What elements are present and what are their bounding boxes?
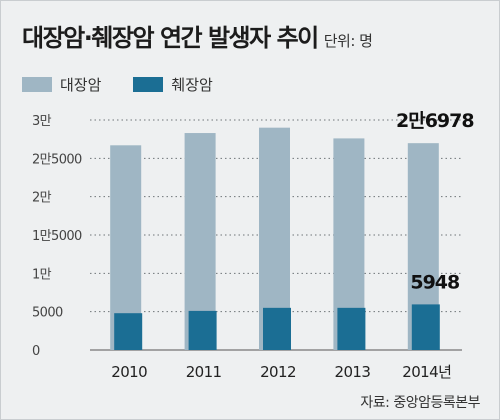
y-tick-label: 1만5000: [32, 229, 82, 244]
bar-pancreatic: [188, 310, 217, 350]
legend-swatch-colorectal: [22, 77, 52, 92]
y-tick-label: 0: [32, 344, 40, 359]
legend-label-pancreatic: 췌장암: [171, 76, 213, 94]
x-tick-label: 2013: [335, 363, 371, 381]
legend-swatch-pancreatic: [133, 77, 164, 92]
legend-item-colorectal: 대장암: [22, 74, 101, 95]
x-tick-label: 2014년: [402, 363, 451, 381]
x-tick-label: 2012: [260, 363, 296, 381]
legend-item-pancreatic: 췌장암: [133, 74, 213, 95]
bar-pancreatic: [263, 307, 291, 350]
y-tick-label: 2만: [32, 191, 52, 206]
y-tick-label: 3만: [32, 114, 52, 129]
chart-title: 대장암·췌장암 연간 발생자 추이: [22, 24, 319, 52]
x-tick-label: 2011: [186, 363, 222, 381]
legend-label-colorectal: 대장암: [60, 76, 102, 94]
unit-label: 단위: 명: [323, 32, 373, 50]
legend: 대장암 췌장암: [22, 74, 245, 95]
bar-pancreatic: [411, 304, 440, 350]
bar-pancreatic: [114, 313, 143, 350]
y-tick-label: 1만: [32, 267, 52, 282]
data-label: 2만6978: [396, 110, 474, 132]
data-label: 5948: [410, 271, 460, 293]
source-note: 자료: 중앙암등록본부: [360, 395, 480, 411]
y-tick-label: 5000: [32, 306, 63, 321]
title-row: 대장암·췌장암 연간 발생자 추이 단위: 명: [22, 18, 373, 53]
bar-pancreatic: [337, 307, 366, 350]
y-tick-label: 2만5000: [32, 152, 82, 167]
x-tick-label: 2010: [111, 363, 147, 381]
